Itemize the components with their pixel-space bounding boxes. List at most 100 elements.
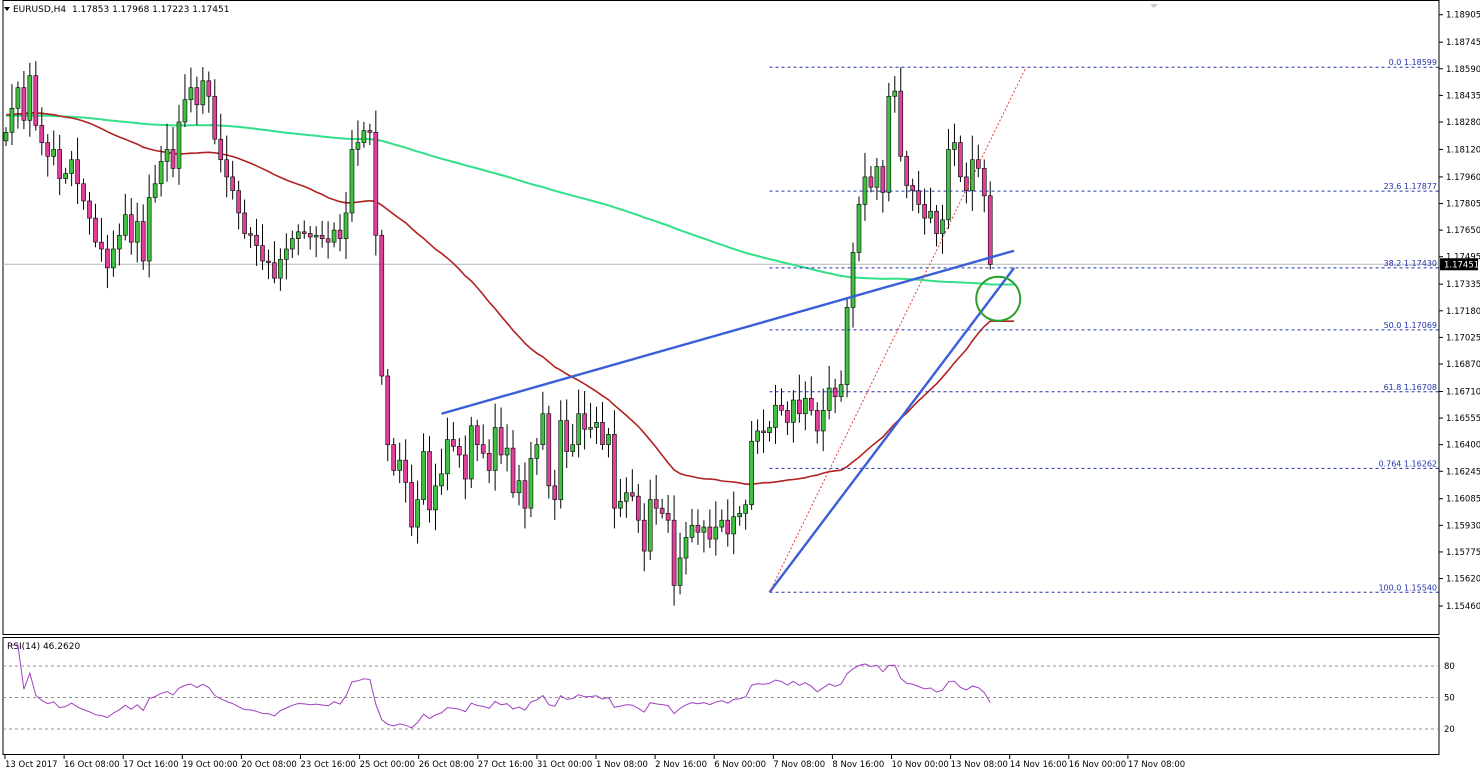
- candle-body: [540, 413, 546, 445]
- candle-body: [224, 159, 230, 178]
- candle-body: [152, 183, 158, 198]
- candle-body: [743, 504, 748, 514]
- candle-body: [659, 507, 665, 514]
- candle-body: [832, 387, 838, 397]
- rsi-plot-frame: [2, 637, 1440, 755]
- candle-body: [826, 387, 832, 411]
- candle-body: [468, 425, 474, 480]
- candle-body: [421, 451, 426, 500]
- fib-anchor-line: [769, 67, 1027, 593]
- candle-body: [266, 260, 271, 264]
- candle-body: [958, 142, 963, 178]
- candle-body: [940, 219, 945, 234]
- x-tick-label: 7 Nov 08:00: [773, 760, 825, 770]
- x-tick-label: 31 Oct 00:00: [537, 760, 592, 770]
- candle-body: [773, 404, 778, 428]
- candle-body: [838, 384, 844, 397]
- rsi-line[interactable]: [12, 644, 991, 729]
- x-tick-label: 1 Nov 08:00: [596, 760, 648, 770]
- candle-body: [528, 458, 534, 509]
- candle-body: [15, 87, 21, 109]
- candle-body: [814, 410, 820, 432]
- candle-body: [242, 212, 247, 234]
- candle-body: [451, 439, 456, 447]
- shift-marker-icon[interactable]: [1150, 4, 1158, 8]
- candle-body: [403, 459, 408, 483]
- candle-body: [206, 80, 212, 97]
- y-tick-label: 1.15930: [1446, 521, 1480, 531]
- candle-body: [695, 525, 701, 533]
- candle-body: [952, 142, 957, 150]
- ohlc-readout: 1.17853 1.17968 1.17223 1.17451: [72, 5, 229, 15]
- y-tick-label: 1.16245: [1446, 467, 1480, 477]
- y-tick-label: 1.18905: [1446, 11, 1480, 21]
- fib-level-label: 38.2 1.17430: [1384, 259, 1437, 268]
- y-tick-label: 1.16085: [1446, 495, 1480, 505]
- y-tick-label: 1.16555: [1446, 414, 1480, 424]
- candle-body: [868, 176, 874, 188]
- candle-body: [647, 499, 653, 552]
- candle-body: [570, 444, 575, 452]
- candle-body: [564, 420, 570, 452]
- x-tick-label: 6 Nov 00:00: [714, 760, 766, 770]
- y-tick-label: 1.17805: [1446, 200, 1480, 210]
- candle-body: [600, 422, 605, 445]
- candle-body: [254, 234, 259, 246]
- candle-body: [665, 513, 671, 521]
- candle-body: [164, 149, 170, 162]
- symbol-label: EURUSD,H4: [13, 5, 66, 15]
- candle-body: [134, 221, 140, 243]
- candle-body: [218, 138, 224, 161]
- candle-body: [445, 439, 450, 475]
- candle-body: [33, 75, 39, 126]
- caret-down-icon[interactable]: [4, 7, 10, 11]
- y-tick-label: 1.17025: [1446, 333, 1480, 343]
- rsi-level-label: 20: [1444, 725, 1455, 735]
- y-tick-label: 1.17960: [1446, 173, 1480, 183]
- candle-body: [677, 557, 683, 586]
- candle-body: [510, 447, 516, 494]
- candle-body: [21, 87, 27, 121]
- candle-body: [707, 526, 713, 540]
- x-tick-label: 26 Oct 08:00: [419, 760, 474, 770]
- fib-level-label: 61.8 1.16708: [1384, 383, 1437, 392]
- candle-body: [606, 434, 611, 445]
- y-tick-label: 1.15775: [1446, 548, 1480, 558]
- candle-body: [970, 159, 975, 191]
- fib-level-label: 50.0 1.17069: [1384, 321, 1437, 330]
- candle-body: [117, 234, 122, 250]
- candle-body: [427, 451, 432, 511]
- candle-body: [844, 307, 850, 385]
- candle-body: [880, 166, 886, 193]
- candle-body: [176, 121, 182, 169]
- candle-body: [188, 87, 194, 100]
- ma-200-line[interactable]: [5, 114, 1015, 286]
- candle-body: [51, 149, 57, 157]
- x-tick-label: 20 Oct 08:00: [241, 760, 296, 770]
- candle-body: [946, 149, 951, 221]
- highlight-circle: [975, 275, 1022, 322]
- candle-body: [301, 231, 307, 234]
- y-tick-label: 1.17495: [1446, 253, 1480, 263]
- candle-body: [212, 95, 218, 140]
- candle-body: [612, 434, 617, 509]
- candle-body: [731, 516, 737, 535]
- candle-body: [856, 204, 862, 253]
- candles: [3, 61, 993, 606]
- support-trendline[interactable]: [768, 267, 1016, 593]
- resistance-trendline[interactable]: [441, 249, 1015, 415]
- y-tick-label: 1.18745: [1446, 38, 1480, 48]
- y-tick-label: 1.15620: [1446, 575, 1480, 585]
- candle-body: [797, 399, 802, 415]
- candle-body: [755, 430, 760, 442]
- candle-body: [964, 176, 969, 191]
- y-tick-label: 1.18590: [1446, 65, 1480, 75]
- candle-body: [27, 75, 33, 121]
- candle-body: [39, 125, 45, 143]
- candle-body: [349, 149, 355, 214]
- candle-body: [260, 245, 265, 262]
- candle-body: [397, 459, 402, 471]
- candle-body: [480, 444, 486, 454]
- candle-body: [719, 519, 725, 528]
